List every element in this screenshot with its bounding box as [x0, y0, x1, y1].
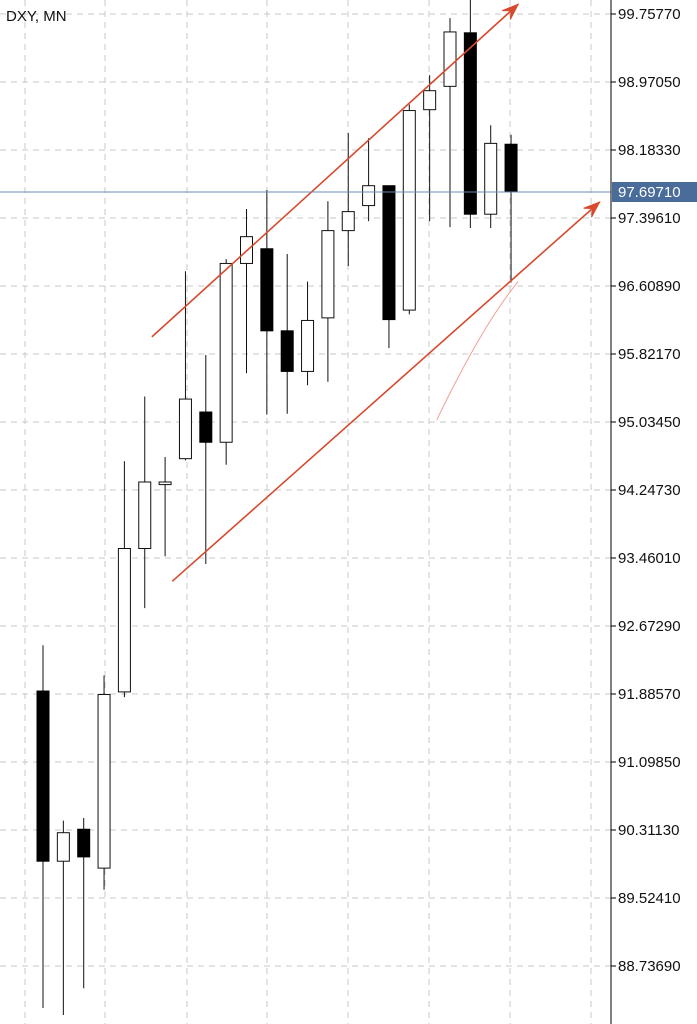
candle-body-down: [382, 185, 396, 321]
y-tick-label: 90.31130: [618, 822, 679, 839]
candle-body-down: [199, 411, 213, 443]
current-price-layer: 97.69710: [0, 181, 697, 202]
candle-body-up: [362, 185, 376, 207]
current-price-box: [612, 181, 697, 202]
candle-body-up: [484, 142, 498, 215]
candle: [158, 456, 172, 557]
candle: [504, 134, 518, 283]
candle: [240, 209, 253, 374]
candle-body-up: [423, 90, 437, 111]
current-price-label: 97.69710: [618, 184, 681, 201]
candle-body-up: [138, 481, 152, 550]
trendline-segment: [171, 201, 601, 582]
candle: [484, 125, 498, 229]
candle: [402, 104, 416, 315]
candle: [36, 645, 50, 1009]
trendline-segment: [151, 3, 519, 338]
trendline-thin: [436, 281, 519, 421]
y-tick-label: 98.97050: [618, 74, 681, 91]
candle: [463, 0, 477, 229]
y-tick-label: 95.82170: [618, 346, 681, 363]
price-axis: 99.75770 98.97050 98.18330 97.39610 96.60890…: [610, 0, 681, 1024]
candle: [117, 461, 131, 698]
candle: [280, 253, 294, 414]
trendline: [171, 201, 601, 582]
grid-layer: [0, 0, 611, 1024]
y-tick-label: 95.03450: [618, 414, 681, 431]
y-tick-label: 89.52410: [618, 890, 681, 907]
candle: [301, 281, 315, 386]
y-tick-label: 91.09850: [618, 754, 681, 771]
candle-body-down: [77, 828, 91, 858]
candle-body-up: [158, 481, 172, 486]
candle-body-up: [341, 211, 355, 232]
candle-body-up: [117, 548, 131, 693]
candle: [423, 75, 437, 222]
candle-body-down: [504, 143, 518, 193]
symbol-label: DXY, MN: [6, 8, 67, 25]
candle-body-up: [301, 319, 315, 372]
trendline-arrowhead: [502, 3, 520, 20]
candle: [97, 675, 111, 890]
candle: [260, 190, 274, 415]
candle: [382, 185, 396, 349]
candle: [199, 355, 213, 565]
y-tick-label: 93.46010: [618, 550, 681, 567]
candle: [138, 396, 152, 609]
candle: [178, 271, 192, 461]
y-tick-label: 98.18330: [618, 142, 681, 159]
candle-body-down: [280, 330, 294, 372]
trendline: [151, 3, 520, 338]
candle-body-up: [219, 262, 233, 443]
candle: [77, 818, 91, 989]
candle: [219, 259, 233, 465]
trendlines-layer: [151, 3, 601, 582]
candle-body-up: [178, 398, 192, 460]
y-tick-label: 99.75770: [618, 6, 681, 23]
candle-body-down: [36, 690, 50, 862]
trendline: [436, 281, 519, 421]
y-tick-label: 97.39610: [618, 210, 681, 227]
candle: [56, 820, 70, 1015]
candle-body-up: [97, 693, 111, 869]
y-tick-label: 91.88570: [618, 686, 681, 703]
candle-body-up: [321, 230, 335, 319]
y-tick-label: 88.73690: [618, 958, 681, 975]
candle: [443, 18, 457, 228]
candle: [321, 201, 335, 382]
candle-body-up: [56, 832, 70, 862]
trendline-arrowhead: [583, 201, 601, 218]
candle: [341, 133, 355, 267]
candle: [362, 138, 376, 222]
candle-body-up: [402, 110, 416, 311]
y-tick-label: 92.67290: [618, 618, 681, 635]
candle-body-up: [443, 31, 457, 87]
y-tick-label: 96.60890: [618, 278, 681, 295]
y-tick-label: 94.24730: [618, 482, 681, 499]
candle-body-down: [463, 32, 477, 215]
candle-body-down: [260, 248, 274, 332]
candles-layer: [36, 0, 518, 1015]
